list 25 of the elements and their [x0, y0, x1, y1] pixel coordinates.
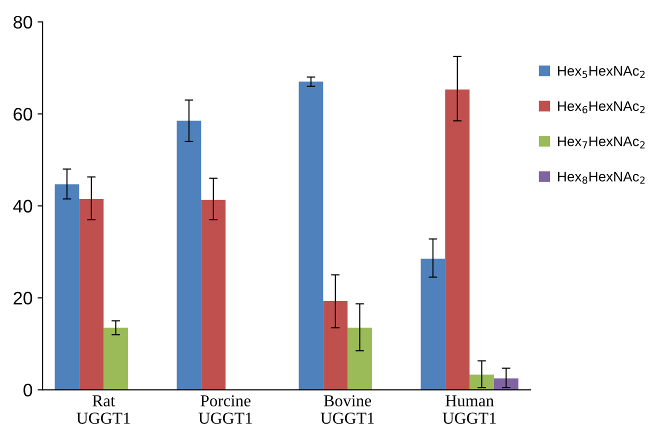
bar: [201, 200, 226, 390]
bar: [445, 90, 470, 390]
x-tick-label: Human UGGT1: [442, 395, 496, 424]
bar: [470, 374, 494, 390]
y-tick-label: 40: [13, 200, 32, 213]
bar: [420, 258, 446, 390]
y-tick-label: 20: [14, 292, 32, 305]
bar: [323, 301, 348, 390]
x-tick-label: Rat UGGT1: [76, 395, 130, 424]
y-tick-label: 0: [24, 384, 32, 397]
legend-label: Hex$_{5}$HexNAc$_{2}$: [558, 66, 645, 78]
bar: [298, 82, 324, 390]
legend-label: Hex$_{7}$HexNAc$_{2}$: [558, 136, 645, 148]
legend-label: Hex$_{6}$HexNAc$_{2}$: [558, 101, 645, 114]
legend-label: Hex$_{8}$HexNAc$_{2}$: [558, 172, 645, 184]
x-tick-label: Bovine UGGT1: [320, 395, 374, 424]
bar: [176, 120, 202, 390]
bar: [79, 198, 104, 390]
bar: [104, 328, 128, 390]
bar: [54, 184, 80, 390]
bar: [494, 378, 518, 390]
y-tick-label: 80: [14, 16, 32, 29]
bar: [348, 328, 372, 390]
y-tick-label: 60: [14, 108, 32, 121]
x-tick-label: Porcine UGGT1: [198, 395, 252, 424]
